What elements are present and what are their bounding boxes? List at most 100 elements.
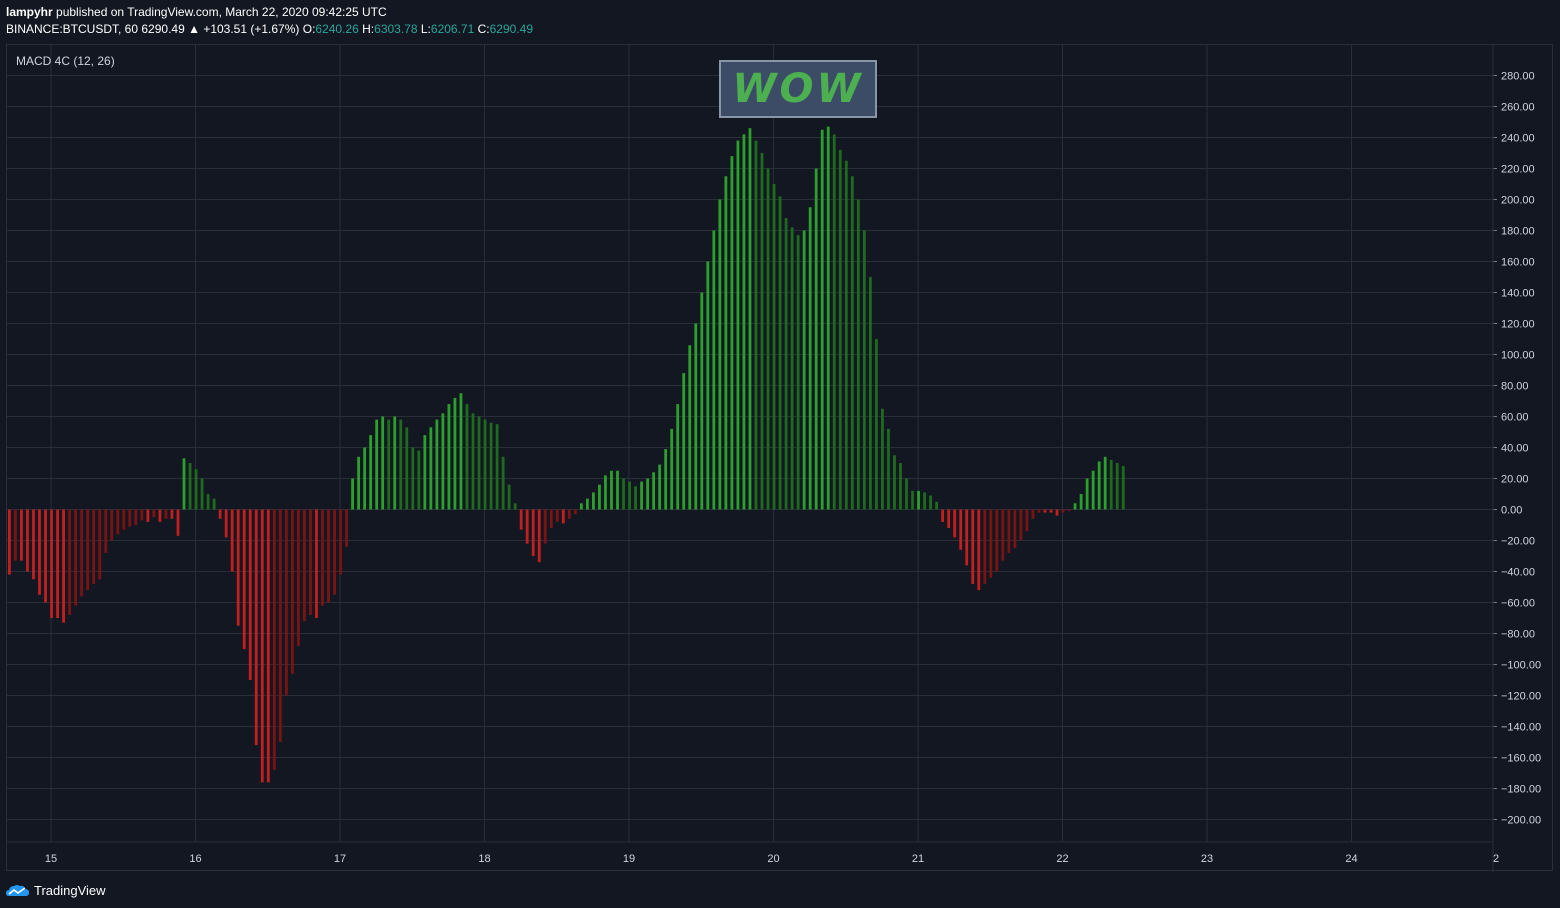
histogram-bar bbox=[459, 393, 463, 510]
histogram-bar bbox=[1091, 470, 1095, 510]
wow-annotation[interactable]: WOW bbox=[719, 60, 877, 118]
histogram-bar bbox=[712, 230, 716, 510]
histogram-bar bbox=[586, 498, 589, 510]
histogram-bar bbox=[802, 230, 806, 510]
histogram-bar bbox=[826, 126, 830, 510]
histogram-bar bbox=[1085, 478, 1089, 510]
indicator-label[interactable]: MACD 4C (12, 26) bbox=[16, 54, 115, 68]
histogram-bar bbox=[152, 509, 156, 518]
open-label: O: bbox=[302, 22, 316, 36]
histogram-bar bbox=[399, 419, 403, 510]
histogram-bar bbox=[266, 509, 270, 783]
histogram-bar bbox=[549, 509, 553, 529]
time-axis: 15 16 17 18 19 20 21 22 23 24 2 bbox=[45, 853, 1499, 865]
histogram-bar bbox=[778, 196, 782, 510]
histogram-bar bbox=[447, 404, 451, 510]
histogram-bar bbox=[345, 509, 348, 547]
histogram-bar bbox=[1061, 509, 1065, 513]
histogram-bar bbox=[983, 509, 987, 584]
y-tick-label: −180.00 bbox=[1501, 784, 1541, 796]
histogram-bar bbox=[610, 470, 613, 510]
x-tick-label: 19 bbox=[623, 853, 635, 865]
close-value: 6290.49 bbox=[489, 22, 534, 36]
symbol-label: BINANCE:BTCUSDT, 60 bbox=[6, 22, 139, 36]
histogram-bar bbox=[20, 509, 23, 561]
histogram-bar bbox=[881, 408, 884, 510]
price-change: ▲ +103.51 (+1.67%) bbox=[188, 22, 300, 36]
histogram-bar bbox=[128, 509, 132, 527]
y-tick-label: −40.00 bbox=[1501, 567, 1535, 579]
histogram-bar bbox=[381, 416, 385, 510]
y-tick-label: −160.00 bbox=[1501, 753, 1541, 765]
histogram-bar bbox=[74, 509, 78, 606]
histogram-bar bbox=[188, 463, 192, 510]
histogram-bar bbox=[32, 509, 35, 580]
histogram-bar bbox=[507, 484, 511, 510]
histogram-bar bbox=[170, 509, 174, 519]
macd-histogram-chart[interactable]: 280.00260.00240.00220.00200.00180.00160.… bbox=[7, 45, 1554, 872]
chart-frame[interactable]: 280.00 260.00 240.00 220.00 200.00 180.00 160.… bbox=[6, 44, 1554, 872]
histogram-bar bbox=[26, 509, 29, 572]
histogram-bar bbox=[965, 509, 969, 566]
y-tick-label: 100.00 bbox=[1501, 350, 1535, 362]
histogram-bar bbox=[501, 456, 505, 510]
histogram-bar bbox=[868, 277, 872, 510]
histogram-bar bbox=[339, 509, 342, 575]
histogram-bar bbox=[598, 484, 601, 510]
histogram-bar bbox=[1043, 509, 1047, 513]
histogram-bar bbox=[453, 397, 457, 510]
histogram-bar bbox=[513, 503, 517, 510]
histogram-bar bbox=[333, 509, 336, 595]
histogram-bar bbox=[537, 509, 541, 563]
histogram-bar bbox=[579, 503, 583, 510]
histogram-bar bbox=[44, 509, 47, 603]
histogram-bar bbox=[122, 509, 126, 530]
histogram-bar bbox=[634, 486, 637, 510]
histogram-bar bbox=[194, 469, 198, 510]
tradingview-cloud-icon bbox=[6, 885, 29, 896]
y-tick-label: −140.00 bbox=[1501, 722, 1541, 734]
publisher-name[interactable]: lampyhr bbox=[6, 5, 53, 19]
y-tick-label: 200.00 bbox=[1501, 195, 1535, 207]
chart-header: lampyhr published on TradingView.com, Ma… bbox=[6, 4, 533, 38]
histogram-bar bbox=[1079, 494, 1083, 510]
histogram-bar bbox=[477, 416, 481, 510]
histogram-bar bbox=[309, 509, 312, 615]
x-tick-label: 2 bbox=[1493, 853, 1499, 865]
histogram-bar bbox=[646, 478, 650, 510]
histogram-bar bbox=[303, 509, 306, 622]
x-tick-label: 21 bbox=[912, 853, 924, 865]
histogram-bar bbox=[68, 509, 72, 615]
histogram-bar bbox=[1121, 466, 1125, 510]
footer-brand[interactable]: TradingView bbox=[6, 880, 106, 900]
histogram-bar bbox=[923, 492, 926, 510]
histogram-bar bbox=[86, 509, 90, 591]
x-tick-label: 18 bbox=[478, 853, 490, 865]
histogram-bar bbox=[315, 509, 318, 618]
histogram-bar bbox=[206, 494, 210, 510]
histogram-bar bbox=[405, 427, 409, 510]
histogram-bar bbox=[844, 160, 848, 510]
y-tick-label: 240.00 bbox=[1501, 133, 1535, 145]
histogram-bar bbox=[658, 464, 662, 510]
histogram-bar bbox=[971, 509, 975, 584]
histogram-bar bbox=[772, 184, 776, 510]
histogram-bar bbox=[989, 509, 993, 578]
histogram-bar bbox=[1067, 509, 1071, 512]
histogram-bar bbox=[814, 168, 818, 510]
histogram-bar bbox=[929, 495, 932, 510]
histogram-bar bbox=[875, 339, 878, 510]
low-label: L: bbox=[420, 22, 431, 36]
histogram-bar bbox=[935, 501, 939, 510]
histogram-bar bbox=[224, 509, 228, 538]
histogram-bar bbox=[435, 419, 439, 510]
histogram-bar bbox=[236, 509, 240, 626]
histogram-bar bbox=[98, 509, 102, 580]
histogram-bar bbox=[718, 199, 722, 510]
y-tick-label: 280.00 bbox=[1501, 71, 1535, 83]
histogram-bar bbox=[38, 509, 41, 595]
histogram-bar bbox=[664, 449, 668, 510]
symbol-line: BINANCE:BTCUSDT, 60 6290.49 ▲ +103.51 (+… bbox=[6, 21, 533, 38]
histogram-bar bbox=[911, 490, 914, 510]
histogram-bar bbox=[670, 428, 674, 510]
